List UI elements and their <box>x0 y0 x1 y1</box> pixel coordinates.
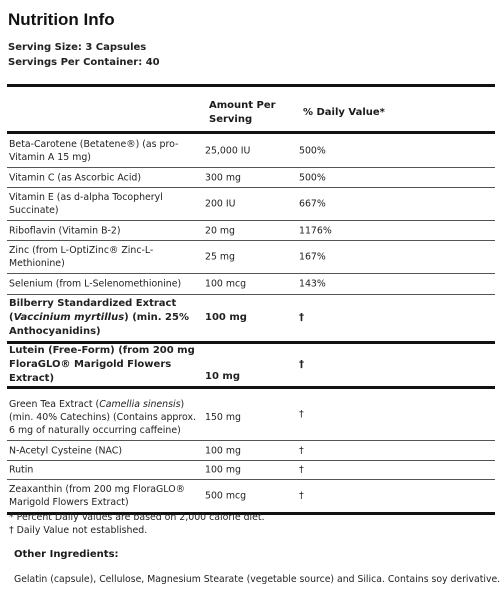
ingredient-amount: 100 mg <box>205 445 241 456</box>
table-header: Amount Per Serving % Daily Value* <box>7 87 495 134</box>
ingredient-amount: 300 mg <box>205 172 241 183</box>
ingredient-amount: 200 IU <box>205 198 236 210</box>
name-part: Green Tea Extract ( <box>9 399 100 410</box>
table-row: Beta-Carotene (Betatene®) (as pro-Vitami… <box>7 134 495 168</box>
ingredient-daily-value: 1176% <box>299 225 332 236</box>
ingredient-name: Zeaxanthin (from 200 mg FloraGLO® Marigo… <box>9 484 185 508</box>
table-row: Rutin 100 mg † <box>7 461 495 480</box>
servings-per-container: Servings Per Container: 40 <box>8 57 160 68</box>
nutrition-table: Amount Per Serving % Daily Value* Beta-C… <box>7 84 495 540</box>
header-amount-per-serving: Amount Per Serving <box>209 100 276 125</box>
ingredient-name: Zinc (from L-OptiZinc® Zinc-L-Methionine… <box>9 245 154 269</box>
ingredient-name: Bilberry Standardized Extract (Vaccinium… <box>9 297 201 339</box>
ingredient-amount: 25 mg <box>205 251 235 263</box>
ingredient-amount: 100 mg <box>205 312 247 323</box>
ingredient-name: Beta-Carotene (Betatene®) (as pro-Vitami… <box>9 138 179 163</box>
table-row: Green Tea Extract (Camellia sinensis) (m… <box>7 389 495 441</box>
ingredient-amount: 100 mg <box>205 464 241 476</box>
ingredient-name: Rutin <box>9 464 34 476</box>
ingredient-name: Vitamin C (as Ascorbic Acid) <box>9 172 142 183</box>
ingredient-daily-value: † <box>299 312 304 323</box>
table-row: Vitamin E (as d-alpha Tocopheryl Succina… <box>7 188 495 221</box>
table-row: Zinc (from L-OptiZinc® Zinc-L-Methionine… <box>7 241 495 274</box>
table-row: Zeaxanthin (from 200 mg FloraGLO® Marigo… <box>7 480 495 515</box>
ingredient-name: Vitamin E (as d-alpha Tocopheryl Succina… <box>9 192 163 216</box>
ingredient-daily-value: 167% <box>299 251 326 263</box>
latin-name: Camellia sinensis <box>99 399 181 410</box>
ingredient-daily-value: 500% <box>299 145 326 156</box>
table-row: Bilberry Standardized Extract (Vaccinium… <box>7 295 495 344</box>
ingredient-amount: 150 mg <box>205 412 241 423</box>
ingredient-name: Lutein (Free-Form) (from 200 mg FloraGLO… <box>9 345 195 384</box>
ingredient-amount: 500 mcg <box>205 490 247 502</box>
table-row: N-Acetyl Cysteine (NAC) 100 mg † <box>7 441 495 461</box>
ingredient-daily-value: 143% <box>299 278 326 290</box>
other-ingredients-heading: Other Ingredients: <box>14 549 119 560</box>
ingredient-amount: 20 mg <box>205 225 235 236</box>
ingredient-daily-value: 667% <box>299 198 326 210</box>
ingredient-name: Green Tea Extract (Camellia sinensis) (m… <box>9 398 204 437</box>
serving-size: Serving Size: 3 Capsules <box>8 42 147 53</box>
ingredient-daily-value: † <box>299 359 304 370</box>
name-part: ) (min. 40% Catechins) (Contains approx.… <box>9 399 196 436</box>
footnote-percent-daily-values: * Percent Daily Values are based on 2,00… <box>9 512 265 523</box>
ingredient-name: N-Acetyl Cysteine (NAC) <box>9 445 123 456</box>
ingredient-daily-value: † <box>299 445 304 456</box>
header-daily-value: % Daily Value* <box>303 107 385 118</box>
other-ingredients-text: Gelatin (capsule), Cellulose, Magnesium … <box>14 574 500 585</box>
table-row: Vitamin C (as Ascorbic Acid) 300 mg 500% <box>7 168 495 188</box>
footnote-daily-value-not-established: † Daily Value not established. <box>9 525 148 536</box>
name-part: Bilberry Standardized Extract ( <box>9 298 177 323</box>
page-title: Nutrition Info <box>8 10 115 29</box>
ingredient-amount: 100 mcg <box>205 278 247 290</box>
latin-name: Vaccinium myrtillus <box>13 312 125 323</box>
ingredient-daily-value: † <box>299 464 304 476</box>
ingredient-amount: 10 mg <box>205 371 240 382</box>
ingredient-daily-value: 500% <box>299 172 326 183</box>
ingredient-amount: 25,000 IU <box>205 145 251 156</box>
table-row: Lutein (Free-Form) (from 200 mg FloraGLO… <box>7 344 495 389</box>
name-part: ) (min. 25% Anthocyanidins) <box>9 312 189 337</box>
ingredient-daily-value: † <box>299 409 304 420</box>
table-row: Selenium (from L-Selenomethionine) 100 m… <box>7 274 495 295</box>
ingredient-name: Riboflavin (Vitamin B-2) <box>9 225 121 236</box>
ingredient-daily-value: † <box>299 490 304 502</box>
ingredient-name: Selenium (from L-Selenomethionine) <box>9 278 182 290</box>
table-row: Riboflavin (Vitamin B-2) 20 mg 1176% <box>7 221 495 241</box>
